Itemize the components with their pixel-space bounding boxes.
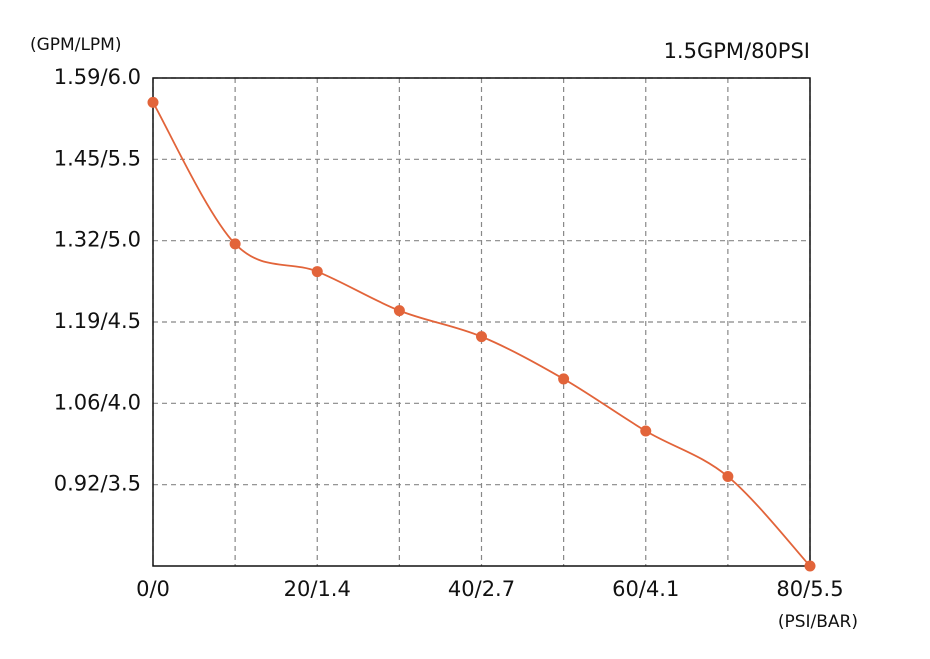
x-tick-label: 80/5.5: [776, 577, 843, 601]
x-tick-label: 20/1.4: [284, 577, 351, 601]
y-tick-label: 1.19/4.5: [54, 309, 141, 333]
y-tick-label: 0.92/3.5: [54, 472, 141, 496]
annotation: 1.5GPM/80PSI: [664, 39, 810, 63]
point: [229, 238, 241, 250]
x-axis-label: (PSI/BAR): [778, 612, 858, 632]
y-tick-label: 1.32/5.0: [54, 228, 141, 252]
plot-frame: [152, 77, 811, 567]
point: [558, 373, 570, 385]
x-tick-label: 0/0: [136, 577, 170, 601]
y-tick-label: 1.45/5.5: [54, 146, 141, 170]
point: [476, 331, 487, 343]
point: [147, 96, 159, 108]
point: [640, 425, 652, 437]
y-axis-label: (GPM/LPM): [30, 35, 121, 55]
point: [393, 305, 405, 317]
point: [804, 560, 816, 572]
y-tick-label: 1.06/4.0: [54, 390, 141, 414]
y-tick-label: 1.59/6.0: [54, 65, 141, 89]
point: [311, 266, 323, 278]
x-tick-label: 60/4.1: [612, 577, 679, 601]
point: [722, 471, 734, 483]
x-tick-label: 40/2.7: [448, 577, 515, 601]
